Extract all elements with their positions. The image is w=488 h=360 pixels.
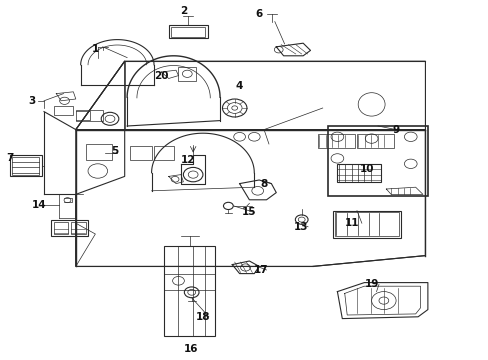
Bar (85, 144, 112, 160)
Text: 3: 3 (28, 96, 35, 106)
Bar (168, 25, 207, 38)
Bar (163, 246, 215, 336)
Text: 20: 20 (154, 71, 168, 81)
Bar (54, 222, 68, 234)
Text: 6: 6 (255, 9, 262, 19)
Text: 17: 17 (254, 265, 268, 275)
Bar (356, 134, 393, 148)
Text: 8: 8 (260, 179, 267, 189)
Bar (334, 212, 398, 236)
Text: 14: 14 (32, 200, 46, 210)
Text: 13: 13 (293, 222, 307, 232)
Text: 12: 12 (181, 155, 195, 165)
Bar (54, 106, 73, 115)
Text: 19: 19 (364, 279, 378, 289)
Text: 10: 10 (359, 164, 373, 174)
Bar (327, 126, 427, 196)
Text: 11: 11 (344, 218, 359, 228)
Bar (178, 67, 195, 81)
Bar (171, 27, 205, 37)
Text: 1: 1 (92, 44, 99, 54)
Text: 9: 9 (392, 125, 399, 135)
Text: 7: 7 (6, 153, 14, 163)
Bar (51, 220, 88, 236)
Bar (10, 155, 41, 176)
Text: 4: 4 (235, 81, 243, 91)
Bar (154, 146, 173, 160)
Bar (12, 157, 39, 175)
Bar (71, 222, 85, 234)
Bar (332, 211, 400, 238)
Text: 15: 15 (242, 207, 256, 217)
Text: 5: 5 (111, 146, 118, 156)
Bar (129, 146, 151, 160)
Bar (76, 110, 102, 121)
Bar (317, 134, 354, 148)
Text: 2: 2 (180, 6, 186, 16)
Text: 18: 18 (195, 312, 210, 322)
Text: 16: 16 (183, 344, 198, 354)
Bar (337, 164, 381, 182)
